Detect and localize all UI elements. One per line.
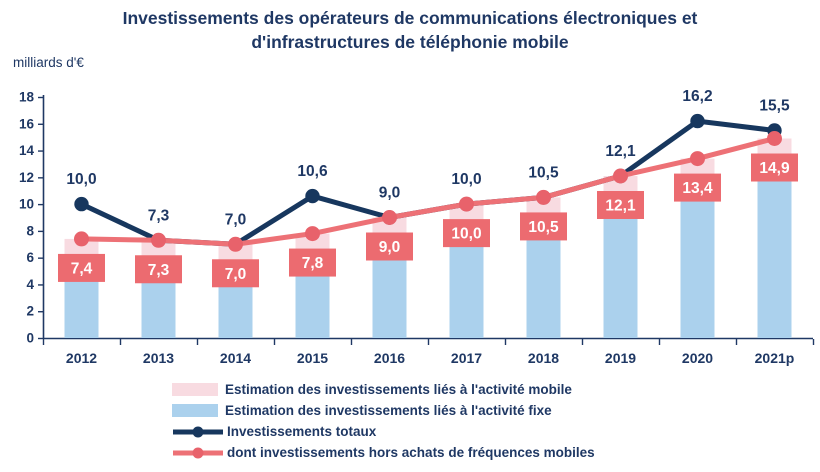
legend-item-hors-frequences: dont investissements hors achats de fréq… [172,442,595,463]
mobile-swatch [172,383,218,396]
total-line [80,118,775,247]
total-value-label: 7,3 [148,207,170,224]
y-axis-tick-label: 18 [19,90,35,105]
hors-frequences-point [305,226,320,242]
bar-value-badge-label: 10,0 [451,226,481,243]
y-axis-tick-label: 16 [19,116,35,131]
x-axis-year-label: 2016 [374,350,405,366]
bar-fixe [141,277,176,338]
total-value-label: 7,0 [225,211,247,228]
hors-frequences-line [81,136,776,247]
bar-value-badge [58,253,105,282]
total-value-label: 10,5 [528,164,559,181]
x-axis-year-label: 2014 [220,350,251,366]
hors-frequences-point [690,151,705,167]
total-value-label: 10,0 [451,171,481,188]
bar-fixe [757,178,792,338]
y-axis-tick-label: 0 [26,331,34,346]
fixe-swatch [172,404,218,417]
hors-frequences-point [767,131,782,147]
total-value-label: 10,6 [297,163,328,180]
bar-fixe [64,277,99,338]
total-value-label: 15,5 [759,97,790,114]
hors-frequences-point [228,236,243,252]
bar-fixe [449,244,484,338]
hors-frequences-point [613,168,628,184]
bar-value-badge-label: 7,8 [302,255,324,272]
legend-item-mobile-label: Estimation des investissements liés à l'… [225,382,572,397]
bar-fixe [603,217,638,338]
total-value-label: 16,2 [682,88,712,105]
legend-item-hors-frequences-label: dont investissements hors achats de fréq… [227,445,595,460]
bar-value-badge-label: 7,3 [148,262,170,279]
bar-value-badge [751,153,798,182]
y-axis-tick-label: 8 [26,223,34,238]
x-axis-year-label: 2019 [605,350,636,366]
total-line-point [305,188,320,204]
x-axis-year-label: 2020 [682,350,713,366]
bar-fixe [372,259,407,338]
bar-value-badge [289,248,336,277]
hors-frequences-line-swatch [173,447,223,458]
legend-item-mobile: Estimation des investissements liés à l'… [172,379,595,400]
bar-value-badge-label: 9,0 [379,239,401,256]
y-axis-tick-label: 10 [19,197,34,212]
bar-value-badge [674,173,721,202]
hors-frequences-point [74,231,89,247]
chart-title-line-1: Investissements des opérateurs de commun… [122,8,698,28]
bar-value-badge-label: 12,1 [605,197,636,214]
y-axis-tick-label: 14 [19,143,35,158]
bar-value-badge [520,212,567,241]
x-axis-year-label: 2018 [528,350,559,366]
y-axis-tick-label: 6 [26,250,34,265]
legend-item-fixe-label: Estimation des investissements liés à l'… [225,403,552,418]
bar-fixe [526,237,561,338]
chart-title-line-2: d'infrastructures de téléphonie mobile [251,32,569,52]
bar-value-badge [212,259,259,288]
hors-frequences-point [382,210,397,225]
y-axis-unit-label: milliards d'€ [13,55,84,70]
bar-fixe [218,280,253,338]
x-axis-year-label: 2012 [66,350,97,366]
total-value-label: 9,0 [379,185,401,202]
bar-value-badge [366,232,413,261]
bar-fixe [680,198,715,338]
y-axis-tick-label: 12 [19,170,34,185]
hors-frequences-point [151,232,166,248]
y-axis-tick-label: 2 [26,304,34,319]
bar-fixe [295,272,330,338]
bar-value-badge [597,190,644,219]
chart-legend: Estimation des investissements liés à l'… [172,379,595,463]
chart-title: Investissements des opérateurs de commun… [0,6,820,54]
bar-value-badge-label: 7,0 [225,266,247,283]
bar-value-badge-label: 13,4 [682,180,713,197]
x-axis-year-label: 2017 [451,350,482,366]
x-axis-year-label: 2013 [143,350,174,366]
bar-value-badge-label: 7,4 [71,260,93,277]
total-value-label: 10,0 [66,171,96,188]
x-axis-year-label: 2015 [297,350,328,366]
total-line-point [74,196,89,212]
legend-item-fixe: Estimation des investissements liés à l'… [172,400,595,421]
bar-value-badge [135,255,182,284]
total-line-point [690,113,705,129]
total-line-swatch [173,426,223,437]
total-value-label: 12,1 [605,143,636,160]
legend-item-totaux: Investissements totaux [172,421,595,442]
y-axis-tick-label: 4 [26,277,34,292]
plot-area: 0 2 4 6 8 10 12 14 16 18 2012 2013 2014 2015 2016 2017 2… [19,88,815,366]
hors-frequences-point [459,196,474,212]
legend-item-totaux-label: Investissements totaux [227,424,377,439]
bar-value-badge-label: 14,9 [759,160,790,177]
hors-frequences-point [536,189,551,205]
bar-value-badge [443,219,490,248]
bar-value-badge-label: 10,5 [528,219,559,236]
x-axis-year-label: 2021p [755,350,795,366]
